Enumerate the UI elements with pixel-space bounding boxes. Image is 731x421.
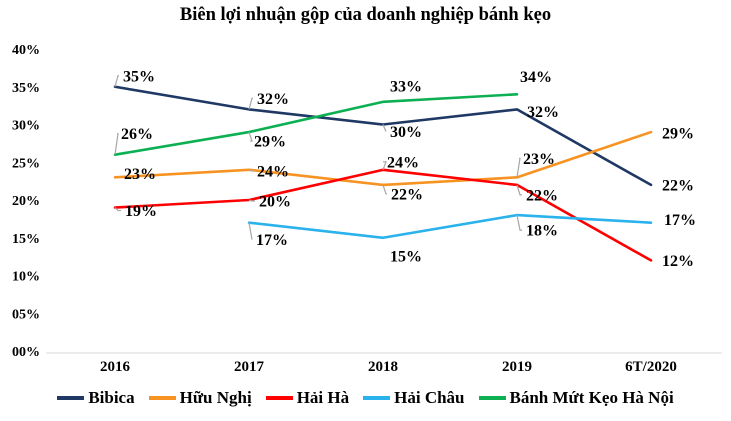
legend-item-banh-mut-keo-ha-noi: Bánh Mứt Kẹo Hà Nội <box>478 388 674 408</box>
data-label: 22% <box>391 186 423 203</box>
series-line-2 <box>113 168 653 262</box>
legend: Bibica Hữu Nghị Hải Hà Hải Châu Bánh Mứt… <box>0 388 731 408</box>
data-label-leader <box>516 184 522 196</box>
data-label: 32% <box>527 104 559 121</box>
data-label: 26% <box>121 126 153 143</box>
data-label-leader <box>114 207 121 212</box>
data-label-leader <box>248 169 253 172</box>
data-label: 18% <box>526 223 558 240</box>
series-line-4 <box>113 93 519 156</box>
legend-item-huu-nghi: Hữu Nghị <box>148 388 252 408</box>
data-label: 22% <box>526 187 558 204</box>
legend-line-swatch <box>57 396 85 400</box>
data-label-leader <box>248 199 255 202</box>
data-label: 17% <box>664 212 696 229</box>
legend-line-swatch <box>478 396 506 400</box>
legend-item-bibica: Bibica <box>57 388 135 408</box>
data-label-leader <box>516 157 521 178</box>
y-tick-label: 00% <box>12 345 40 360</box>
data-label: 34% <box>520 69 552 86</box>
legend-item-hai-chau: Hải Châu <box>363 388 465 408</box>
legend-label: Bibica <box>88 388 135 407</box>
chart-title: Biên lợi nhuận gộp của doanh nghiệp bánh… <box>179 5 552 25</box>
series-line-3 <box>247 213 653 240</box>
legend-label: Hữu Nghị <box>179 388 252 407</box>
x-tick-label: 2016 <box>100 359 131 375</box>
x-tick-label: 6T/2020 <box>625 359 677 375</box>
data-label: 24% <box>387 154 419 171</box>
data-label: 30% <box>390 124 422 141</box>
data-label: 15% <box>390 248 422 265</box>
y-tick-label: 35% <box>12 81 40 96</box>
y-tick-label: 30% <box>12 119 40 134</box>
data-label: 17% <box>256 232 288 249</box>
data-label-leader <box>382 184 387 195</box>
legend-item-hai-ha: Hải Hà <box>265 388 350 408</box>
data-label: 33% <box>390 78 422 95</box>
data-label: 24% <box>257 163 289 180</box>
data-label-leader <box>114 75 119 87</box>
y-tick-label: 25% <box>12 156 40 171</box>
data-label: 23% <box>124 166 156 183</box>
legend-label: Bánh Mứt Kẹo Hà Nội <box>509 388 674 407</box>
data-label-leader <box>382 161 387 171</box>
data-label: 35% <box>123 68 155 85</box>
data-label-leader <box>248 97 253 110</box>
data-label: 12% <box>662 253 694 270</box>
legend-line-swatch <box>265 396 293 400</box>
x-tick-label: 2017 <box>234 359 265 375</box>
y-tick-label: 05% <box>12 307 40 322</box>
data-label: 29% <box>662 126 694 143</box>
data-label-leader <box>248 131 253 142</box>
x-tick-label: 2019 <box>502 359 532 375</box>
data-label: 32% <box>257 91 289 108</box>
data-label: 23% <box>523 151 555 168</box>
data-label-leader <box>516 214 522 231</box>
y-tick-label: 10% <box>12 270 40 285</box>
data-label: 29% <box>254 134 286 151</box>
data-label: 19% <box>125 203 157 220</box>
data-label: 22% <box>662 177 694 194</box>
legend-line-swatch <box>148 396 176 400</box>
y-tick-label: 15% <box>12 232 40 247</box>
legend-label: Hải Hà <box>296 388 350 407</box>
y-tick-label: 40% <box>12 43 40 58</box>
data-label-leader <box>248 222 253 240</box>
legend-label: Hải Châu <box>394 388 465 407</box>
x-tick-label: 2018 <box>368 359 398 375</box>
data-label-leader <box>382 124 387 132</box>
data-label: 20% <box>259 194 291 211</box>
legend-line-swatch <box>363 396 391 400</box>
y-tick-label: 20% <box>12 194 40 209</box>
data-label-leader <box>114 133 119 155</box>
